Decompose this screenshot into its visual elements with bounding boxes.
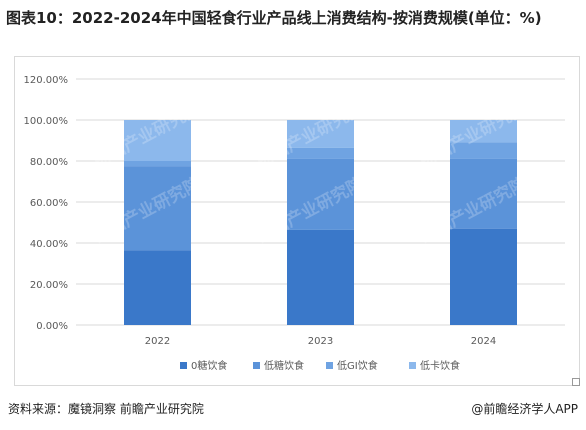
y-tick-label: 20.00% (30, 280, 68, 291)
y-tick-label: 80.00% (30, 157, 68, 168)
legend-swatch (180, 362, 187, 369)
chart-title: 图表10：2022-2024年中国轻食行业产品线上消费结构-按消费规模(单位：%… (6, 9, 542, 27)
brand-credit: @前瞻经济学人APP (471, 402, 578, 416)
legend-label: 低GI饮食 (337, 359, 378, 372)
bar-segment (287, 158, 354, 230)
bar-segment (124, 120, 191, 161)
bar-segment (124, 250, 191, 325)
y-tick-label: 40.00% (30, 239, 68, 250)
x-tick-label: 2022 (145, 336, 170, 347)
bar-segment (287, 147, 354, 159)
bar-segment (450, 142, 517, 159)
legend-label: 低卡饮食 (420, 359, 460, 372)
legend-swatch (409, 362, 416, 369)
legend-label: 低糖饮食 (264, 359, 304, 372)
source-note: 资料来源：魔镜洞察 前瞻产业研究院 (8, 402, 204, 416)
bar-segment (124, 166, 191, 251)
bar-segment (450, 120, 517, 143)
y-tick-label: 120.00% (24, 75, 69, 86)
bar-segment (450, 158, 517, 229)
bar-segment (287, 229, 354, 325)
y-tick-label: 100.00% (24, 116, 69, 127)
resize-handle-icon[interactable] (572, 378, 580, 386)
legend-swatch (326, 362, 333, 369)
y-tick-label: 0.00% (36, 321, 68, 332)
bar-segment (450, 228, 517, 325)
x-tick-label: 2024 (471, 336, 496, 347)
legend-swatch (253, 362, 260, 369)
legend-label: 0糖饮食 (191, 359, 227, 372)
y-tick-label: 60.00% (30, 198, 68, 209)
bar-segment (287, 120, 354, 148)
bar-segment (124, 161, 191, 167)
x-tick-label: 2023 (308, 336, 333, 347)
